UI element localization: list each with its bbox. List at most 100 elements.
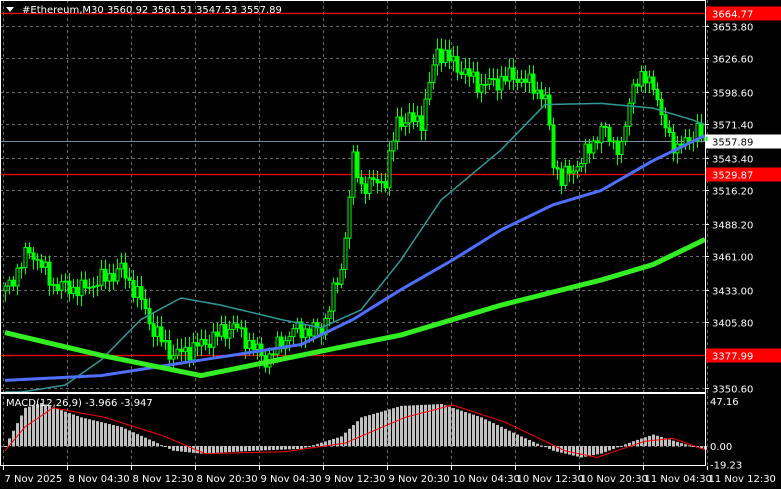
moving-average-line <box>4 134 706 382</box>
candle-body <box>35 258 40 261</box>
macd-histogram-bar <box>208 446 211 454</box>
macd-histogram-bar <box>244 446 247 452</box>
candle-body <box>427 81 432 100</box>
candle-body <box>191 342 196 361</box>
macd-histogram-bar <box>452 408 455 446</box>
candle-body <box>63 280 68 283</box>
macd-histogram-bar <box>172 446 175 451</box>
candle-body <box>111 273 116 282</box>
candle-body <box>171 354 176 360</box>
macd-histogram-bar <box>400 405 403 446</box>
macd-histogram-bar <box>8 438 11 446</box>
macd-histogram-bar <box>320 442 323 446</box>
macd-histogram-bar <box>76 415 79 446</box>
macd-histogram-bar <box>308 446 311 447</box>
macd-histogram-bar <box>276 446 279 450</box>
macd-histogram-bar <box>296 446 299 450</box>
price-tick-label: 3516.20 <box>712 187 753 198</box>
candle-body <box>215 331 220 337</box>
candle-body <box>451 56 456 62</box>
chart-title: #Ethereum,M30 3560.92 3561.51 3547.53 35… <box>22 5 282 16</box>
candle-body <box>399 116 404 127</box>
time-tick-label: 10 Nov 20:30 <box>581 474 648 485</box>
macd-histogram-bar <box>116 425 119 446</box>
macd-histogram-bar <box>504 428 507 446</box>
macd-histogram-bar <box>248 446 251 451</box>
candle-body <box>467 68 472 77</box>
macd-histogram-bar <box>204 446 207 454</box>
macd-histogram-bar <box>136 434 139 446</box>
candle-body <box>15 267 20 287</box>
candle-body <box>551 124 556 169</box>
macd-histogram-bar <box>216 446 219 453</box>
macd-histogram-bar <box>436 404 439 446</box>
macd-histogram-bar <box>636 439 639 446</box>
candle-body <box>95 284 100 287</box>
macd-pane <box>4 403 707 458</box>
price-tick-label: 3598.60 <box>712 89 753 100</box>
macd-histogram-bar <box>252 446 255 451</box>
candle-body <box>383 181 388 189</box>
macd-histogram-bar <box>628 442 631 446</box>
candle-body <box>647 76 652 84</box>
macd-histogram-bar <box>616 446 619 448</box>
macd-histogram-bar <box>240 446 243 452</box>
macd-histogram-bar <box>432 404 435 446</box>
candle-body <box>103 268 108 282</box>
time-tick-label: 10 Nov 04:30 <box>453 474 520 485</box>
macd-histogram-bar <box>356 421 359 446</box>
macd-histogram-bar <box>660 437 663 446</box>
macd-histogram-bar <box>496 425 499 446</box>
candle-body <box>183 346 188 353</box>
macd-histogram-bar <box>16 423 19 446</box>
macd-histogram-bar <box>268 446 271 451</box>
candle-body <box>47 261 52 286</box>
macd-histogram-bar <box>88 419 91 446</box>
dropdown-triangle-icon[interactable] <box>6 7 14 12</box>
candle-body <box>55 284 60 291</box>
candle-body <box>283 340 288 350</box>
macd-histogram-bar <box>508 430 511 446</box>
macd-histogram-bar <box>180 446 183 452</box>
candle-body <box>687 137 692 142</box>
candle-body <box>155 326 160 337</box>
macd-histogram-bar <box>664 438 667 446</box>
candle-body <box>351 151 356 198</box>
price-tick-label: 3571.40 <box>712 121 753 132</box>
candle-body <box>251 339 256 350</box>
candle-body <box>471 71 476 77</box>
candle-body <box>203 338 208 345</box>
candle-body <box>643 71 648 84</box>
macd-histogram-bar <box>684 444 687 446</box>
horizontal-levels: 3664.77 3529.87 3377.99 3557.89 <box>0 6 781 363</box>
macd-histogram-bar <box>460 410 463 446</box>
macd-histogram-bar <box>280 446 283 450</box>
macd-histogram-bar <box>528 440 531 446</box>
macd-histogram-bar <box>68 413 71 446</box>
candle-body <box>107 273 112 282</box>
macd-histogram-bar <box>4 446 7 447</box>
candle-body <box>287 336 292 342</box>
candle-body <box>239 327 244 330</box>
candle-body <box>19 266 24 269</box>
candle-body <box>619 140 624 156</box>
candle-body <box>623 125 628 142</box>
candle-body <box>43 261 48 268</box>
macd-histogram-bar <box>676 441 679 446</box>
candle-body <box>331 282 336 312</box>
macd-histogram-bar <box>112 425 115 446</box>
macd-histogram-bar <box>184 446 187 452</box>
candle-body <box>243 327 248 349</box>
time-tick-label: 11 Nov 12:30 <box>709 474 776 485</box>
macd-histogram-bar <box>604 446 607 453</box>
macd-histogram-bar <box>224 446 227 453</box>
macd-histogram-bar <box>680 443 683 446</box>
candle-body <box>23 247 28 268</box>
candle-body <box>99 268 104 286</box>
candle-body <box>615 140 620 156</box>
candle-body <box>535 89 540 94</box>
candle-body <box>443 49 448 64</box>
macd-histogram-bar <box>44 404 47 446</box>
